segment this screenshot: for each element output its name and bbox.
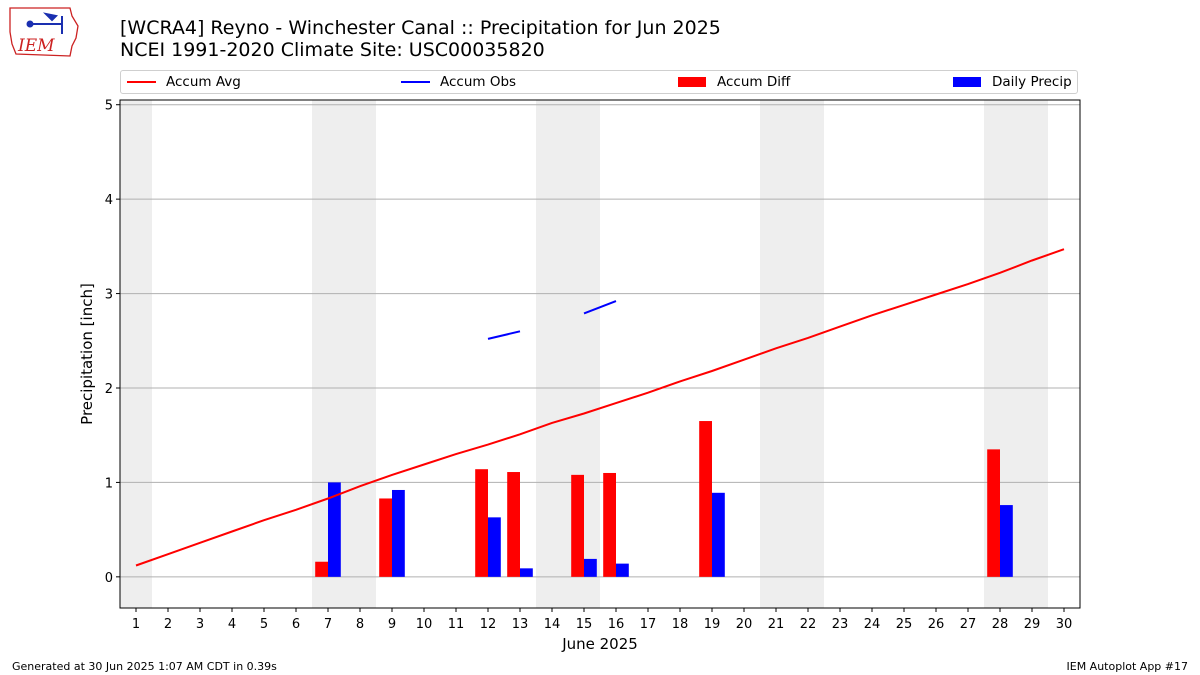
legend-item-accum-diff: Accum Diff bbox=[678, 71, 790, 93]
accum-diff-bar-day-13 bbox=[507, 472, 520, 577]
accum-obs-line-1 bbox=[487, 330, 521, 340]
plot-frame bbox=[119, 99, 1081, 609]
x-tick-label-17: 17 bbox=[640, 617, 657, 632]
x-tick-label-10: 10 bbox=[416, 617, 433, 632]
chart-title: [WCRA4] Reyno - Winchester Canal :: Prec… bbox=[120, 17, 721, 39]
legend-item-daily-precip: Daily Precip bbox=[953, 71, 1072, 93]
daily-precip-bar-day-9 bbox=[392, 489, 405, 577]
y-axis-label: Precipitation [inch] bbox=[78, 283, 96, 425]
legend-swatch-accum-obs bbox=[401, 81, 430, 83]
daily-precip-bar-day-12 bbox=[488, 517, 501, 577]
lines bbox=[135, 248, 1065, 567]
x-tick-label-11: 11 bbox=[448, 617, 465, 632]
x-tick-label-8: 8 bbox=[356, 617, 364, 632]
legend-swatch-daily-precip bbox=[953, 77, 981, 87]
x-tick-label-26: 26 bbox=[928, 617, 945, 632]
x-tick-label-18: 18 bbox=[672, 617, 689, 632]
x-tick-label-7: 7 bbox=[324, 617, 332, 632]
y-tick-label-3: 3 bbox=[105, 288, 113, 303]
grid-lines bbox=[120, 104, 1080, 578]
legend-swatch-accum-avg bbox=[127, 81, 156, 83]
x-tick-label-9: 9 bbox=[388, 617, 396, 632]
x-tick-label-13: 13 bbox=[512, 617, 529, 632]
x-tick-label-27: 27 bbox=[960, 617, 977, 632]
x-tick-label-5: 5 bbox=[260, 617, 268, 632]
accum-diff-bar-day-7 bbox=[315, 561, 328, 577]
accum-diff-bar-day-19 bbox=[699, 421, 712, 577]
x-tick-label-12: 12 bbox=[480, 617, 497, 632]
legend-label-daily-precip: Daily Precip bbox=[992, 74, 1072, 90]
x-tick-label-6: 6 bbox=[292, 617, 300, 632]
x-tick-label-20: 20 bbox=[736, 617, 753, 632]
daily-precip-bar-day-19 bbox=[712, 492, 725, 577]
daily-precip-bar-day-7 bbox=[328, 482, 341, 577]
accum-diff-bar-day-12 bbox=[475, 469, 488, 577]
legend-label-accum-obs: Accum Obs bbox=[440, 74, 517, 90]
weekend-band-2 bbox=[312, 100, 376, 608]
x-tick-label-24: 24 bbox=[864, 617, 881, 632]
weekend-band-1 bbox=[120, 100, 152, 608]
y-tick-label-2: 2 bbox=[105, 382, 113, 397]
accum-avg-line-1 bbox=[135, 248, 1065, 567]
x-tick-label-3: 3 bbox=[196, 617, 204, 632]
daily-precip-bar-day-16 bbox=[616, 563, 629, 577]
y-tick-label-4: 4 bbox=[105, 193, 113, 208]
accum-diff-bar-day-15 bbox=[571, 474, 584, 577]
x-tick-label-14: 14 bbox=[544, 617, 561, 632]
x-axis-label: June 2025 bbox=[561, 635, 638, 653]
weekend-shading bbox=[120, 100, 1048, 608]
x-tick-label-29: 29 bbox=[1024, 617, 1041, 632]
y-tick-label-0: 0 bbox=[105, 571, 113, 586]
x-tick-label-28: 28 bbox=[992, 617, 1009, 632]
accum-diff-bar-day-16 bbox=[603, 472, 616, 577]
chart-subtitle: NCEI 1991-2020 Climate Site: USC00035820 bbox=[120, 39, 545, 61]
daily-precip-bar-day-15 bbox=[584, 558, 597, 577]
x-tick-label-4: 4 bbox=[228, 617, 236, 632]
x-tick-label-2: 2 bbox=[164, 617, 172, 632]
legend-label-accum-diff: Accum Diff bbox=[717, 74, 791, 90]
x-tick-label-16: 16 bbox=[608, 617, 625, 632]
app-note: IEM Autoplot App #17 bbox=[1066, 660, 1189, 673]
x-tick-label-19: 19 bbox=[704, 617, 721, 632]
generated-note: Generated at 30 Jun 2025 1:07 AM CDT in … bbox=[12, 660, 277, 673]
x-tick-label-30: 30 bbox=[1056, 617, 1073, 632]
x-tick-label-23: 23 bbox=[832, 617, 849, 632]
legend-item-accum-avg: Accum Avg bbox=[127, 71, 241, 93]
bars bbox=[315, 421, 1013, 577]
accum-obs-line-2 bbox=[583, 300, 617, 315]
iem-logo: IEM bbox=[9, 7, 79, 57]
y-tick-label-5: 5 bbox=[105, 99, 113, 114]
x-tick-label-1: 1 bbox=[132, 617, 140, 632]
daily-precip-bar-day-28 bbox=[1000, 505, 1013, 577]
legend-swatch-accum-diff bbox=[678, 77, 706, 87]
daily-precip-bar-day-13 bbox=[520, 568, 533, 577]
legend-label-accum-avg: Accum Avg bbox=[166, 74, 241, 90]
accum-diff-bar-day-28 bbox=[987, 449, 1000, 577]
legend-item-accum-obs: Accum Obs bbox=[401, 71, 516, 93]
x-tick-label-21: 21 bbox=[768, 617, 785, 632]
accum-diff-bar-day-9 bbox=[379, 498, 392, 577]
x-tick-label-15: 15 bbox=[576, 617, 593, 632]
logo-text: IEM bbox=[17, 36, 55, 56]
weekend-band-3 bbox=[536, 100, 600, 608]
x-tick-label-22: 22 bbox=[800, 617, 817, 632]
chart-legend: Accum Avg Accum Obs Accum Diff Daily Pre… bbox=[120, 70, 1078, 94]
weekend-band-4 bbox=[760, 100, 824, 608]
x-tick-label-25: 25 bbox=[896, 617, 913, 632]
y-tick-label-1: 1 bbox=[105, 476, 113, 491]
